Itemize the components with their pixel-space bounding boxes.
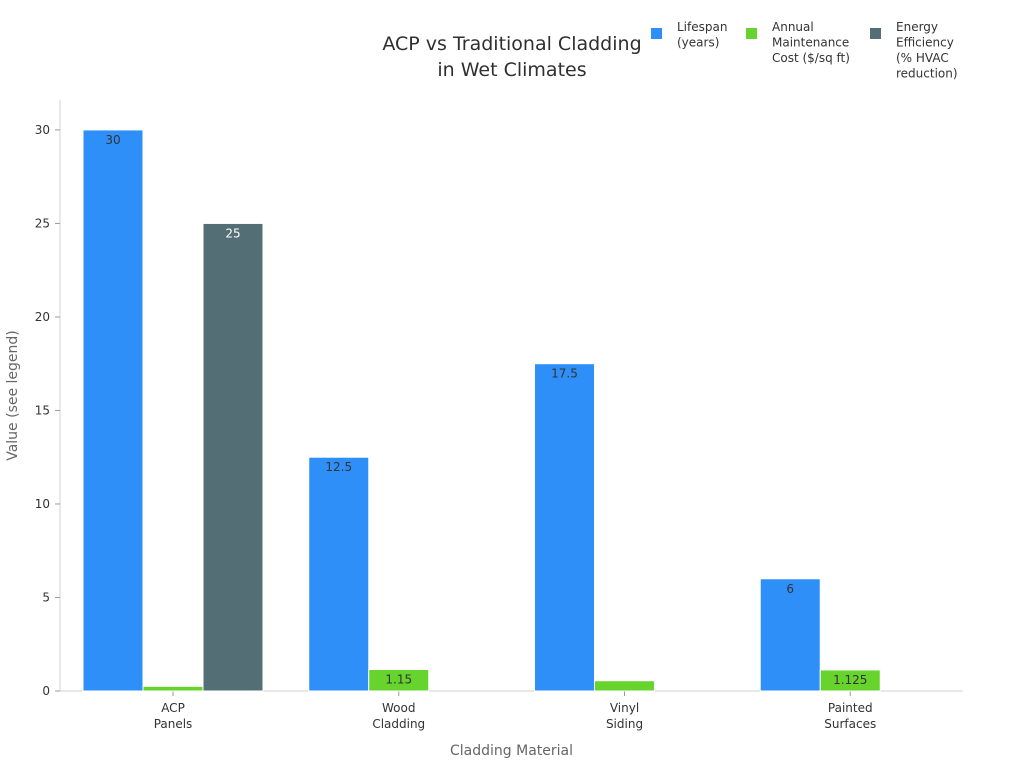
y-tick-label: 25 bbox=[35, 216, 50, 230]
data-label: 30 bbox=[105, 133, 120, 147]
x-tick-label: Vinyl bbox=[610, 701, 639, 715]
x-tick-label: Wood bbox=[382, 701, 415, 715]
x-ticks: ACP Panels Wood Cladding Vinyl Siding Painted S… bbox=[154, 691, 876, 731]
bar bbox=[819, 669, 881, 692]
chart-title-line: in Wet Climates bbox=[437, 59, 586, 81]
bar bbox=[368, 668, 430, 692]
bar bbox=[759, 578, 821, 692]
data-label: 12.5 bbox=[325, 460, 352, 474]
y-tick-label: 15 bbox=[35, 403, 50, 417]
legend-label: Lifespan bbox=[677, 20, 727, 34]
y-tick-label: 0 bbox=[42, 684, 50, 698]
legend-label: Efficiency bbox=[896, 36, 954, 50]
data-label: 17.5 bbox=[551, 367, 578, 381]
legend-label: reduction) bbox=[896, 67, 958, 81]
bar bbox=[594, 680, 655, 692]
legend-label: (years) bbox=[677, 36, 719, 50]
x-tick-label: Painted bbox=[828, 701, 873, 715]
legend-label: Annual bbox=[772, 20, 814, 34]
y-tick-label: 10 bbox=[35, 497, 50, 511]
legend-swatch bbox=[651, 28, 662, 39]
chart-title: ACP vs Traditional Cladding in Wet Climat… bbox=[382, 33, 641, 81]
x-tick-label: Panels bbox=[154, 717, 193, 731]
legend-label: (% HVAC bbox=[896, 51, 949, 65]
x-tick-label: ACP bbox=[161, 701, 185, 715]
bar bbox=[202, 222, 264, 692]
data-label: 25 bbox=[225, 226, 240, 240]
y-ticks: 0 5 10 15 20 25 30 bbox=[35, 123, 60, 698]
y-axis-title: Value (see legend) bbox=[5, 330, 21, 461]
y-tick-label: 30 bbox=[35, 123, 50, 137]
bar bbox=[308, 456, 370, 692]
x-tick-label: Cladding bbox=[372, 717, 425, 731]
legend-label: Maintenance bbox=[772, 36, 849, 50]
x-tick-label: Surfaces bbox=[824, 717, 876, 731]
data-labels: 30 25 12.5 1.15 17.5 6 1.125 bbox=[105, 133, 867, 687]
data-label: 1.125 bbox=[833, 673, 867, 687]
y-tick-label: 5 bbox=[42, 590, 50, 604]
chart-title-line: ACP vs Traditional Cladding bbox=[382, 33, 641, 55]
legend-label: Energy bbox=[896, 20, 938, 34]
legend-swatch bbox=[746, 28, 757, 39]
data-label: 6 bbox=[786, 582, 794, 596]
axes bbox=[59, 100, 963, 692]
data-label: 1.15 bbox=[385, 672, 412, 686]
bars bbox=[82, 129, 881, 692]
x-tick-label: Siding bbox=[606, 717, 643, 731]
x-axis-title: Cladding Material bbox=[450, 743, 573, 759]
legend-label: Cost ($/sq ft) bbox=[772, 51, 850, 65]
y-tick-label: 20 bbox=[35, 310, 50, 324]
legend-swatch bbox=[870, 28, 881, 39]
bar bbox=[82, 129, 144, 692]
bar bbox=[142, 685, 204, 692]
bar bbox=[534, 363, 595, 692]
